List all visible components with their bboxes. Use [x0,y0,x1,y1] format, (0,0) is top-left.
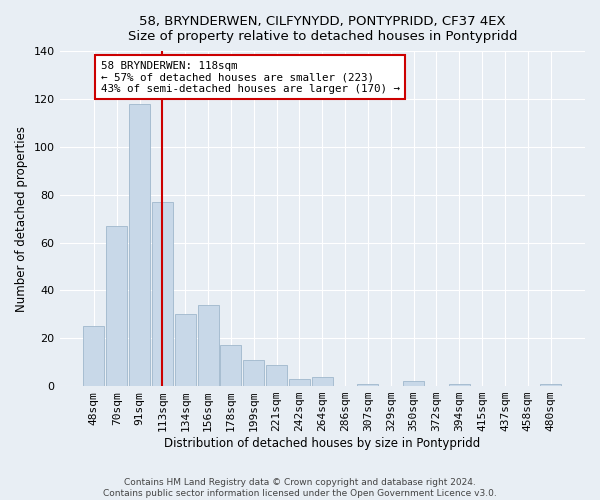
Bar [358,384,379,386]
Bar [83,326,104,386]
X-axis label: Distribution of detached houses by size in Pontypridd: Distribution of detached houses by size … [164,437,481,450]
Bar [106,226,127,386]
Text: 58 BRYNDERWEN: 118sqm
← 57% of detached houses are smaller (223)
43% of semi-det: 58 BRYNDERWEN: 118sqm ← 57% of detached … [101,60,400,94]
Bar [175,314,196,386]
Bar [540,384,561,386]
Bar [403,382,424,386]
Bar [220,346,241,386]
Text: Contains HM Land Registry data © Crown copyright and database right 2024.
Contai: Contains HM Land Registry data © Crown c… [103,478,497,498]
Bar [197,304,218,386]
Y-axis label: Number of detached properties: Number of detached properties [15,126,28,312]
Bar [289,379,310,386]
Bar [129,104,150,386]
Bar [312,376,333,386]
Bar [243,360,264,386]
Title: 58, BRYNDERWEN, CILFYNYDD, PONTYPRIDD, CF37 4EX
Size of property relative to det: 58, BRYNDERWEN, CILFYNYDD, PONTYPRIDD, C… [128,15,517,43]
Bar [266,364,287,386]
Bar [152,202,173,386]
Bar [449,384,470,386]
